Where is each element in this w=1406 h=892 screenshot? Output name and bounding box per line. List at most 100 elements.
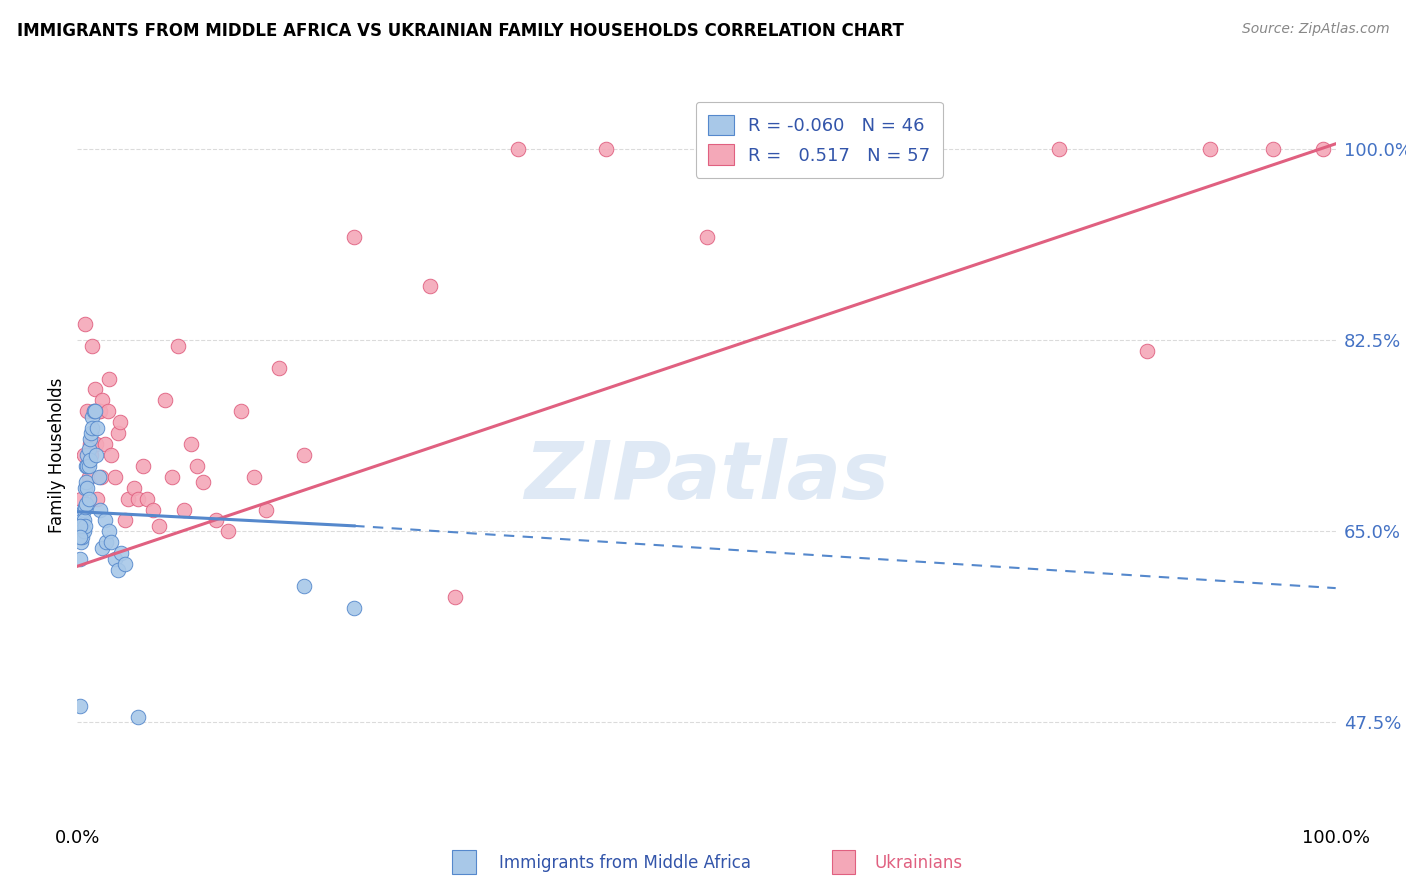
Point	[186, 458, 208, 473]
Point	[108, 415, 131, 429]
Point	[82, 420, 104, 434]
Point	[117, 491, 139, 506]
Point	[343, 600, 366, 615]
Point	[76, 448, 98, 462]
Text: Ukrainians: Ukrainians	[875, 855, 963, 872]
Point	[72, 524, 94, 539]
Point	[72, 513, 94, 527]
Point	[96, 404, 118, 418]
Point	[696, 229, 718, 244]
Point	[75, 458, 97, 473]
Point	[97, 371, 120, 385]
Point	[107, 426, 129, 441]
Point	[82, 339, 104, 353]
Point	[69, 530, 91, 544]
Point	[77, 442, 100, 457]
Point	[167, 339, 190, 353]
Point	[292, 579, 315, 593]
Point	[84, 404, 107, 418]
Point	[107, 563, 129, 577]
Point	[70, 519, 93, 533]
Point	[75, 497, 97, 511]
Point	[82, 409, 104, 424]
Point	[114, 557, 136, 571]
Point	[90, 469, 112, 483]
Point	[69, 698, 91, 713]
Point	[72, 530, 94, 544]
Point	[135, 491, 157, 506]
Point	[87, 469, 110, 483]
Point	[83, 404, 105, 418]
Point	[77, 469, 100, 483]
Point	[254, 502, 277, 516]
Point	[132, 458, 155, 473]
Point	[100, 535, 122, 549]
Point	[1136, 344, 1159, 359]
Point	[180, 437, 202, 451]
Point	[122, 481, 145, 495]
Point	[142, 502, 165, 516]
Text: Immigrants from Middle Africa: Immigrants from Middle Africa	[499, 855, 751, 872]
Point	[69, 551, 91, 566]
Text: ZIPatlas: ZIPatlas	[524, 438, 889, 516]
Point	[419, 278, 441, 293]
Legend: R = -0.060   N = 46, R =   0.517   N = 57: R = -0.060 N = 46, R = 0.517 N = 57	[696, 102, 943, 178]
Point	[72, 502, 94, 516]
Point	[73, 519, 96, 533]
Point	[1047, 142, 1070, 156]
Point	[84, 448, 107, 462]
Point	[160, 469, 183, 483]
Text: Source: ZipAtlas.com: Source: ZipAtlas.com	[1241, 22, 1389, 37]
Point	[104, 469, 127, 483]
Point	[1312, 142, 1334, 156]
Point	[91, 393, 114, 408]
Point	[79, 437, 101, 451]
Point	[343, 229, 366, 244]
Point	[148, 519, 170, 533]
Point	[267, 360, 290, 375]
Point	[86, 420, 108, 434]
Point	[73, 500, 96, 515]
Point	[80, 426, 103, 441]
Point	[87, 404, 110, 418]
Point	[1261, 142, 1284, 156]
Point	[191, 475, 215, 490]
Point	[97, 524, 120, 539]
Point	[91, 541, 114, 555]
Point	[104, 551, 127, 566]
Point	[69, 519, 91, 533]
Point	[155, 393, 177, 408]
Point	[114, 513, 136, 527]
Point	[73, 481, 96, 495]
Y-axis label: Family Households: Family Households	[48, 377, 66, 533]
Point	[72, 513, 94, 527]
Point	[444, 590, 467, 604]
Point	[75, 475, 97, 490]
Point	[84, 383, 107, 397]
Point	[292, 448, 315, 462]
Point	[89, 502, 111, 516]
Point	[110, 546, 132, 560]
Text: IMMIGRANTS FROM MIDDLE AFRICA VS UKRAINIAN FAMILY HOUSEHOLDS CORRELATION CHART: IMMIGRANTS FROM MIDDLE AFRICA VS UKRAINI…	[17, 22, 904, 40]
Point	[89, 404, 111, 418]
Point	[595, 142, 617, 156]
Point	[127, 710, 149, 724]
Point	[100, 448, 122, 462]
Point	[73, 317, 96, 331]
Point	[79, 453, 101, 467]
Point	[96, 535, 118, 549]
Point	[79, 432, 101, 446]
Point	[1198, 142, 1220, 156]
Point	[76, 458, 98, 473]
Point	[242, 469, 264, 483]
Point	[77, 491, 100, 506]
Point	[84, 437, 107, 451]
Point	[76, 481, 98, 495]
Point	[173, 502, 195, 516]
Point	[94, 513, 117, 527]
Point	[204, 513, 226, 527]
Point	[884, 142, 907, 156]
Point	[77, 458, 100, 473]
Point	[94, 437, 117, 451]
Point	[86, 491, 108, 506]
